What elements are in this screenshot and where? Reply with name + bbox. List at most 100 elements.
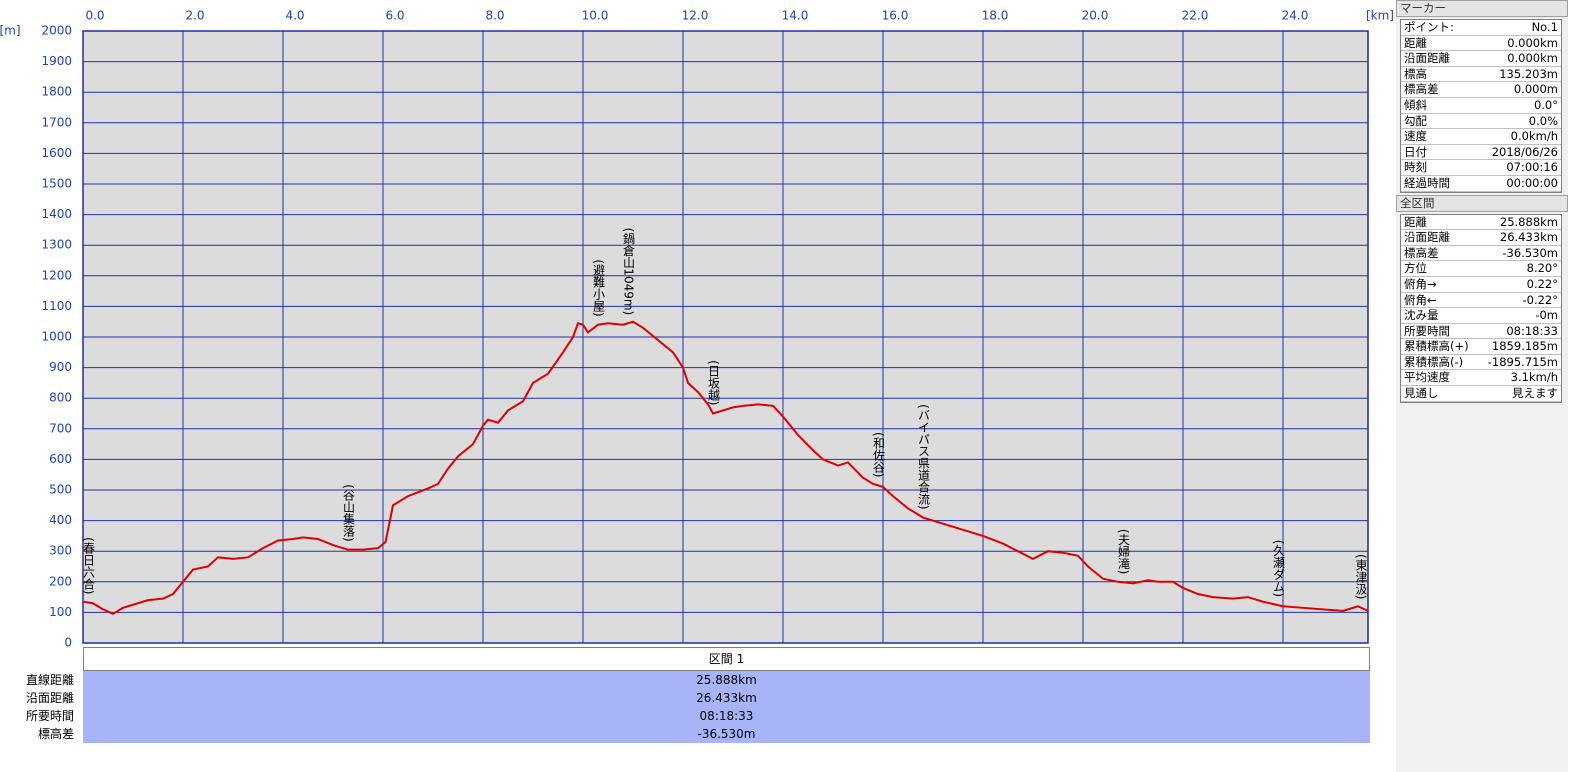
panel-row: 日付 2018/06/26: [1401, 145, 1561, 161]
y-tick-label: 1300: [41, 238, 72, 252]
row-value: -36.530m: [83, 725, 1370, 743]
row-value: 0.0km/h: [1510, 129, 1558, 144]
waypoint-label: (夫婦滝): [1117, 529, 1131, 574]
total-box: 距離 25.888km 沿面距離 26.433km 標高差 -36.530m 方位 8.20°…: [1400, 213, 1562, 403]
row-value: 0.0%: [1528, 113, 1558, 128]
y-tick-label: 800: [49, 391, 72, 405]
row-value: 0.22°: [1526, 276, 1558, 291]
waypoint-label: (鍋倉山1049m): [622, 228, 636, 316]
row-value: 0.000km: [1507, 35, 1558, 50]
row-label: 直線距離: [25, 673, 74, 687]
row-label: 累積標高(-): [1404, 354, 1464, 369]
row-label: 傾斜: [1404, 97, 1427, 112]
panel-row: 速度 0.0km/h: [1401, 129, 1561, 145]
row-value: 26.433km: [1499, 230, 1558, 245]
x-tick-label: 16.0: [882, 9, 909, 23]
row-label: 標高差: [1404, 245, 1439, 260]
y-tick-label: 100: [49, 605, 72, 619]
panel-row: 勾配 0.0%: [1401, 114, 1561, 130]
row-label: 標高差: [1404, 82, 1439, 97]
panel-row: 方位 8.20°: [1401, 261, 1561, 277]
row-label: 沈み量: [1404, 308, 1439, 323]
waypoint-label: (久瀬ダム): [1272, 540, 1286, 597]
y-tick-label: 1600: [41, 146, 72, 160]
panel-row: 沿面距離 0.000km: [1401, 51, 1561, 67]
panel-row: 標高 135.203m: [1401, 67, 1561, 83]
panel-title: 全区間: [1396, 194, 1568, 212]
side-panel: マーカー ポイント: No.1 距離 0.000km 沿面距離 0.000km 標高 135.…: [1396, 0, 1568, 772]
section-table: 区間 1 直線距離 25.888km 沿面距離 26.433km 所要時間 08:18:3…: [0, 647, 1370, 743]
row-label: 俯角←: [1404, 292, 1437, 307]
row-value: 1859.185m: [1491, 339, 1558, 354]
y-tick-label: 2000: [41, 24, 72, 38]
waypoint-label: (和佐谷): [872, 432, 886, 477]
row-value: 8.20°: [1526, 261, 1558, 276]
row-value: 135.203m: [1499, 66, 1558, 81]
row-value: -0m: [1535, 308, 1558, 323]
elevation-line: [82, 320, 1369, 616]
row-label: 見通し: [1404, 386, 1439, 401]
y-tick-label: 300: [49, 544, 72, 558]
row-value: -0.22°: [1522, 292, 1558, 307]
y-tick-label: 1400: [41, 207, 72, 221]
y-tick-label: 500: [49, 483, 72, 497]
row-label: 沿面距離: [25, 691, 74, 705]
row-label: 日付: [1404, 144, 1427, 159]
x-tick-label: 24.0: [1282, 9, 1309, 23]
row-label: 時刻: [1404, 160, 1427, 175]
row-value: No.1: [1531, 20, 1558, 34]
panel-row: 平均速度 3.1km/h: [1401, 370, 1561, 387]
panel-row: ポイント: No.1: [1401, 20, 1561, 36]
panel-row: 累積標高(+) 1859.185m: [1401, 339, 1561, 355]
panel-row: 傾斜 0.0°: [1401, 98, 1561, 114]
y-tick-label: 200: [49, 574, 72, 588]
waypoint-label: (東津汲): [1354, 554, 1368, 599]
waypoint-label: (春日六合): [82, 537, 96, 594]
row-value: 26.433km: [83, 689, 1370, 707]
row-value: -1895.715m: [1487, 354, 1558, 369]
row-value: 25.888km: [1499, 214, 1558, 229]
x-tick-label: 14.0: [782, 9, 809, 23]
section-row: 標高差 -36.530m: [0, 725, 1370, 743]
row-value: 2018/06/26: [1491, 144, 1558, 159]
row-label: 累積標高(+): [1404, 339, 1469, 354]
x-tick-label: 22.0: [1182, 9, 1209, 23]
section-header: 区間 1: [83, 647, 1370, 671]
row-value: 見えます: [1512, 386, 1558, 401]
row-label: 俯角→: [1404, 276, 1437, 291]
section-row: 沿面距離 26.433km: [0, 689, 1370, 707]
y-tick-label: 900: [49, 360, 72, 374]
x-tick-label: 8.0: [485, 9, 504, 23]
panel-row: 沈み量 -0m: [1401, 308, 1561, 324]
row-label: 沿面距離: [1404, 230, 1450, 245]
chart: [m] [km] 0 100 200 300 400 500 600 700 800 900 100…: [0, 9, 1394, 648]
panel-row: 標高差 -36.530m: [1401, 246, 1561, 262]
panel-row: 所要時間 08:18:33: [1401, 324, 1561, 340]
row-label: 距離: [1404, 214, 1427, 229]
waypoint-label: (日坂越): [707, 360, 721, 405]
x-tick-label: 4.0: [285, 9, 304, 23]
row-label: 経過時間: [1404, 175, 1450, 190]
y-tick-label: 1100: [41, 299, 72, 313]
y-tick-label: 1200: [41, 268, 72, 282]
row-label: 標高: [1404, 66, 1427, 81]
panel-row: 時刻 07:00:16: [1401, 160, 1561, 176]
row-value: 0.0°: [1533, 97, 1558, 112]
row-value: 07:00:16: [1506, 160, 1558, 175]
row-value: -36.530m: [1502, 245, 1558, 260]
row-label: 勾配: [1404, 113, 1427, 128]
row-value: 25.888km: [83, 671, 1370, 689]
x-tick-label: 0.0: [85, 9, 104, 23]
panel-row: 俯角→ 0.22°: [1401, 277, 1561, 293]
panel-row: 俯角← -0.22°: [1401, 293, 1561, 309]
x-unit: [km]: [1366, 9, 1394, 23]
row-value: 0.000km: [1507, 51, 1558, 66]
y-tick-label: 400: [49, 513, 72, 527]
x-tick-label: 20.0: [1082, 9, 1109, 23]
panel-row: 距離 25.888km: [1401, 215, 1561, 231]
row-label: 方位: [1404, 261, 1427, 276]
marker-box: ポイント: No.1 距離 0.000km 沿面距離 0.000km 標高 135.203m 標…: [1400, 19, 1562, 193]
panel-row: 累積標高(-) -1895.715m: [1401, 355, 1561, 371]
row-label: 所要時間: [1404, 323, 1450, 338]
panel-row: 沿面距離 26.433km: [1401, 230, 1561, 246]
